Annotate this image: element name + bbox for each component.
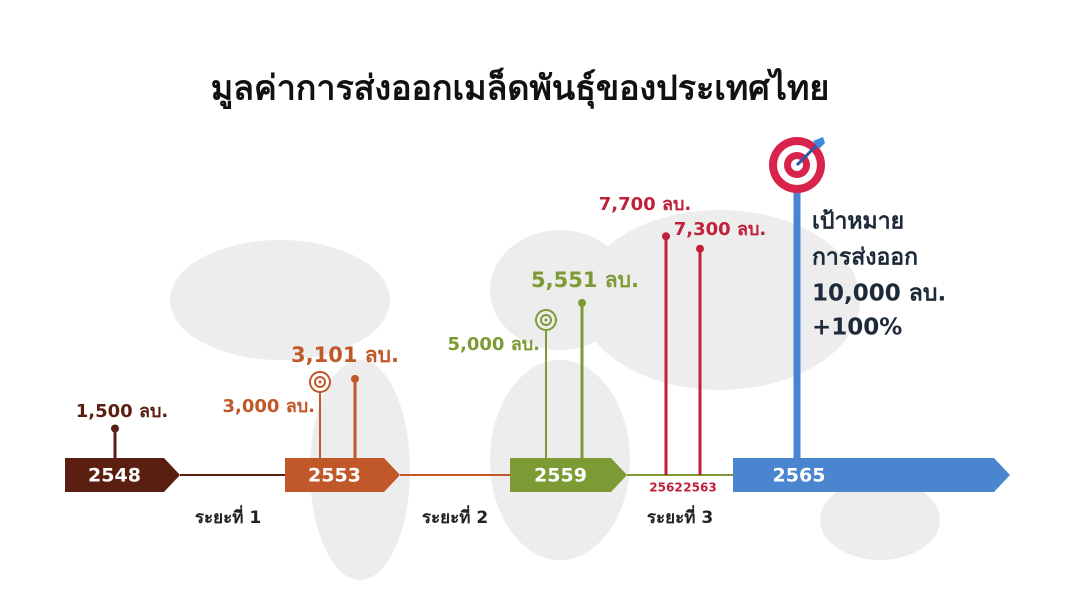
stage-arrow [65, 458, 180, 492]
value-label: 3,101 ลบ. [291, 343, 399, 367]
stage-arrow [510, 458, 627, 492]
stage-label: 2548 [88, 465, 141, 487]
stage-arrow [285, 458, 400, 492]
target-icon [544, 318, 548, 322]
period-label: ระยะที่ 1 [195, 505, 261, 528]
stem-dot [111, 424, 119, 433]
goal-dart [795, 143, 819, 167]
target-icon [314, 376, 326, 388]
goal-text: การส่งออก [812, 245, 918, 271]
goal-dart [813, 137, 825, 149]
year-label: 2562 [649, 481, 682, 495]
stem-dot [351, 374, 359, 383]
period-label: ระยะที่ 3 [647, 505, 713, 528]
stage-label: 2553 [308, 465, 361, 487]
title: มูลค่าการส่งออกเมล็ดพันธุ์ของประเทศไทย [211, 67, 830, 110]
value-label: 1,500 ลบ. [76, 401, 169, 422]
goal-change: +100% [812, 315, 902, 341]
stage-arrow [733, 458, 1010, 492]
stem-dot [696, 244, 704, 253]
value-label: 5,551 ลบ. [531, 268, 639, 292]
target-icon [535, 309, 557, 331]
stage-label: 2565 [773, 465, 826, 487]
target-icon [309, 371, 331, 393]
goal-value: 10,000 ลบ. [812, 281, 946, 307]
value-label: 7,700 ลบ. [599, 194, 692, 215]
stem-dot [662, 232, 670, 241]
goal-text: เป้าหมาย [812, 209, 904, 235]
year-label: 2563 [683, 481, 716, 495]
target-icon [318, 380, 322, 384]
value-label: 3,000 ลบ. [223, 396, 316, 417]
value-label: 7,300 ลบ. [674, 219, 767, 240]
stem-dot [578, 298, 586, 307]
target-icon [540, 314, 552, 326]
value-label: 5,000 ลบ. [448, 334, 541, 355]
stage-label: 2559 [534, 465, 587, 487]
period-label: ระยะที่ 2 [422, 505, 488, 528]
